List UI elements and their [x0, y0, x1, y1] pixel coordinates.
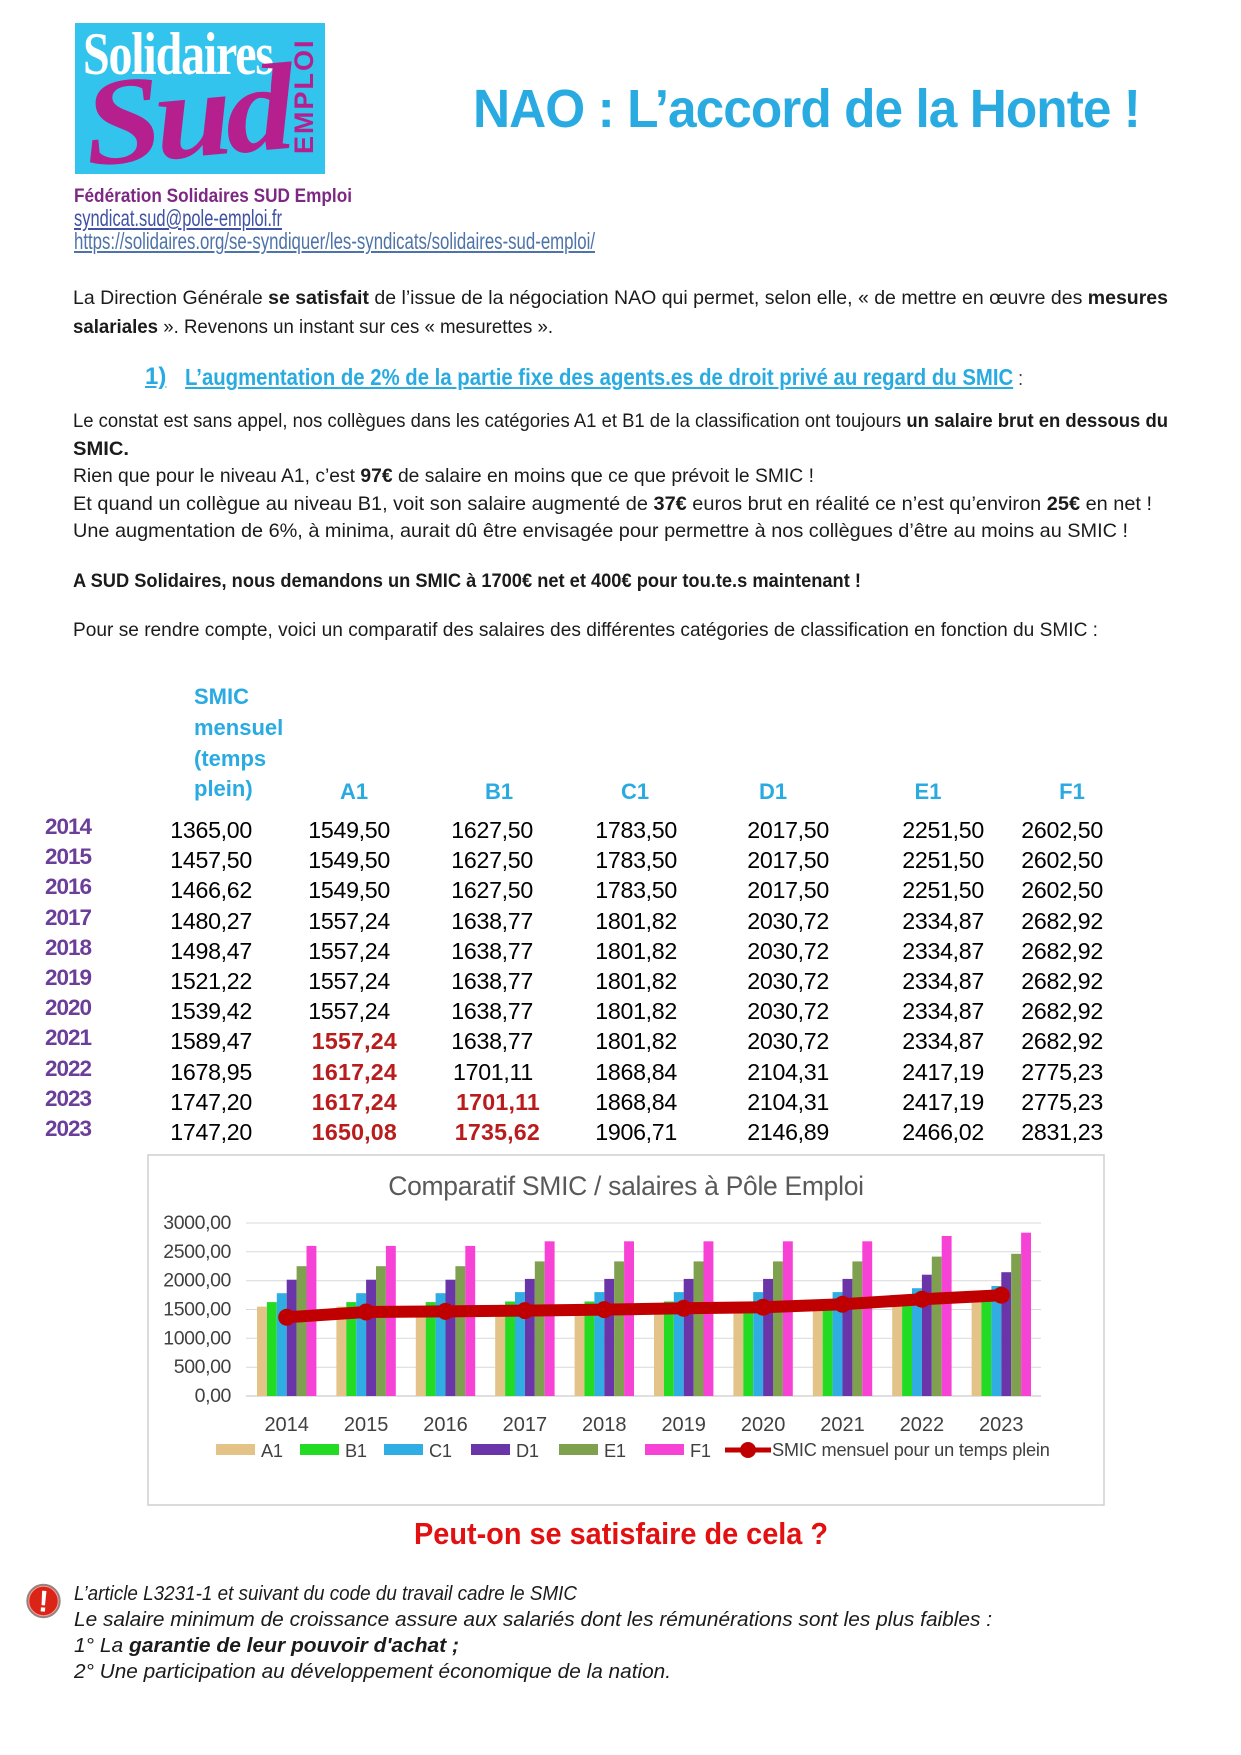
svg-text:2019: 2019 [661, 1414, 706, 1436]
svg-text:2014: 2014 [264, 1414, 309, 1436]
svg-text:2021: 2021 [820, 1414, 865, 1436]
svg-text:0,00: 0,00 [195, 1385, 232, 1407]
svg-text:2022: 2022 [900, 1414, 945, 1436]
svg-text:SMIC mensuel pour un temps ple: SMIC mensuel pour un temps plein [772, 1440, 1050, 1460]
svg-text:F1: F1 [690, 1441, 711, 1461]
svg-text:A1: A1 [261, 1441, 283, 1461]
svg-text:D1: D1 [516, 1441, 539, 1461]
svg-text:1500,00: 1500,00 [163, 1299, 231, 1321]
svg-text:Comparatif SMIC / salaires à P: Comparatif SMIC / salaires à Pôle Emploi [388, 1171, 863, 1201]
svg-text:2016: 2016 [423, 1414, 468, 1436]
svg-text:!: ! [37, 1585, 49, 1619]
svg-text:2500,00: 2500,00 [163, 1241, 231, 1263]
svg-text:B1: B1 [345, 1441, 367, 1461]
svg-text:E1: E1 [604, 1441, 626, 1461]
svg-text:2020: 2020 [741, 1414, 786, 1436]
svg-text:2018: 2018 [582, 1414, 627, 1436]
svg-text:1000,00: 1000,00 [163, 1327, 231, 1349]
svg-text:2017: 2017 [503, 1414, 548, 1436]
svg-text:2023: 2023 [979, 1414, 1024, 1436]
svg-text:500,00: 500,00 [174, 1356, 232, 1378]
svg-text:C1: C1 [429, 1441, 452, 1461]
svg-text:2000,00: 2000,00 [163, 1270, 231, 1292]
svg-text:3000,00: 3000,00 [163, 1212, 231, 1234]
svg-text:2015: 2015 [344, 1414, 389, 1436]
